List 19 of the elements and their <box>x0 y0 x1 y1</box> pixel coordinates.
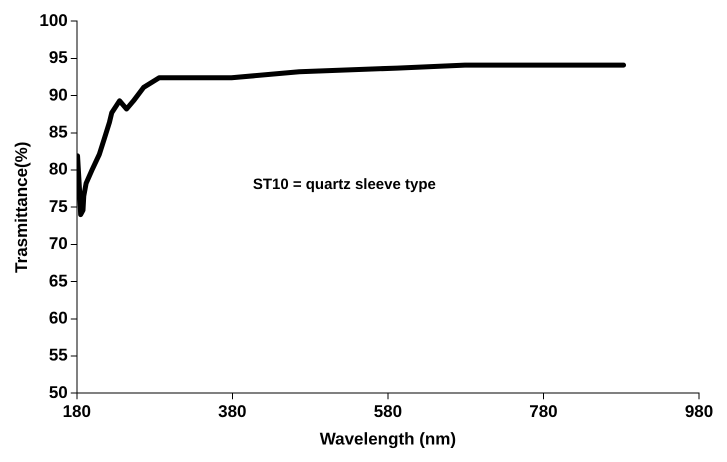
y-tick-label: 60 <box>48 308 68 328</box>
x-tick-label: 780 <box>529 402 558 422</box>
x-tick-label: 980 <box>684 402 714 422</box>
y-tick-label: 85 <box>48 122 68 142</box>
y-tick-label: 70 <box>48 234 68 254</box>
annotation: ST10 = quartz sleeve type <box>252 176 436 194</box>
y-tick-label: 65 <box>48 271 68 290</box>
y-tick-label: 90 <box>48 85 68 104</box>
y-tick-label: 75 <box>48 196 68 216</box>
x-tick-label: 180 <box>62 402 91 422</box>
y-tick-label: 50 <box>48 382 68 402</box>
y-tick-label: 55 <box>48 346 68 365</box>
x-tick-label: 380 <box>218 402 247 422</box>
y-axis-title: Trasmittance(%) <box>12 142 31 273</box>
x-axis-title: Wavelength (nm) <box>320 429 456 448</box>
y-tick-label: 95 <box>48 48 68 68</box>
x-tick-label: 580 <box>374 402 402 422</box>
y-tick-label: 80 <box>48 160 68 179</box>
y-tick-label: 100 <box>39 10 68 30</box>
